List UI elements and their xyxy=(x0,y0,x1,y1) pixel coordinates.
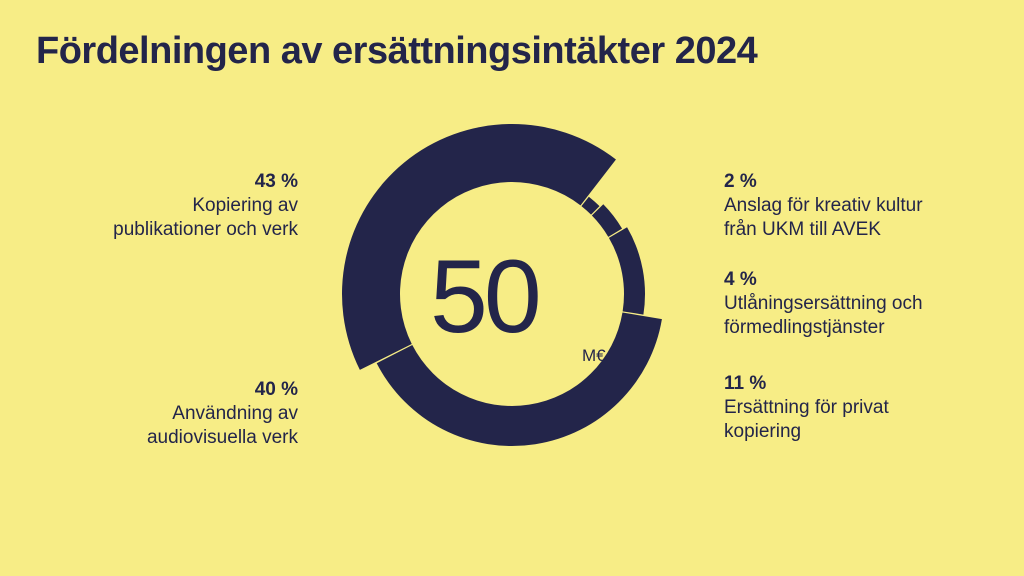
label-audiovisuella-verk: 40 % Användning av audiovisuella verk xyxy=(38,378,298,450)
label-pct: 11 % xyxy=(724,373,767,394)
label-line: audiovisuella verk xyxy=(146,427,298,448)
label-line: Kopiering av xyxy=(192,195,298,216)
donut-segment-5 xyxy=(341,124,616,370)
label-anslag-kreativ-kultur: 2 % Anslag för kreativ kultur från UKM t… xyxy=(724,170,1004,242)
donut-segment-4 xyxy=(376,312,662,447)
donut-segment-1 xyxy=(581,196,600,215)
label-line: Utlåningsersättning och xyxy=(724,293,923,314)
label-pct: 40 % xyxy=(254,379,298,400)
label-kopiering-publikationer: 43 % Kopiering av publikationer och verk xyxy=(38,170,298,242)
label-line: Ersättning för privat xyxy=(724,397,889,418)
label-line: från UKM till AVEK xyxy=(724,219,881,240)
label-pct: 43 % xyxy=(254,171,298,192)
label-line: Anslag för kreativ kultur xyxy=(724,195,923,216)
page-title: Fördelningen av ersättningsintäkter 2024 xyxy=(36,30,758,72)
label-line: Användning av xyxy=(172,403,298,424)
label-privat-kopiering: 11 % Ersättning för privat kopiering xyxy=(724,372,1004,444)
label-line: publikationer och verk xyxy=(113,219,298,240)
center-total-unit: M€ xyxy=(582,346,606,365)
label-line: förmedlingstjänster xyxy=(724,317,885,338)
label-line: kopiering xyxy=(724,421,802,442)
label-pct: 2 % xyxy=(724,171,757,192)
center-total-value: 50 xyxy=(430,239,542,355)
label-pct: 4 % xyxy=(724,269,757,290)
donut-segment-3 xyxy=(608,227,645,315)
label-utlaningsersattning: 4 % Utlåningsersättning och förmedlingst… xyxy=(724,268,1004,340)
donut-segment-2 xyxy=(591,204,623,237)
